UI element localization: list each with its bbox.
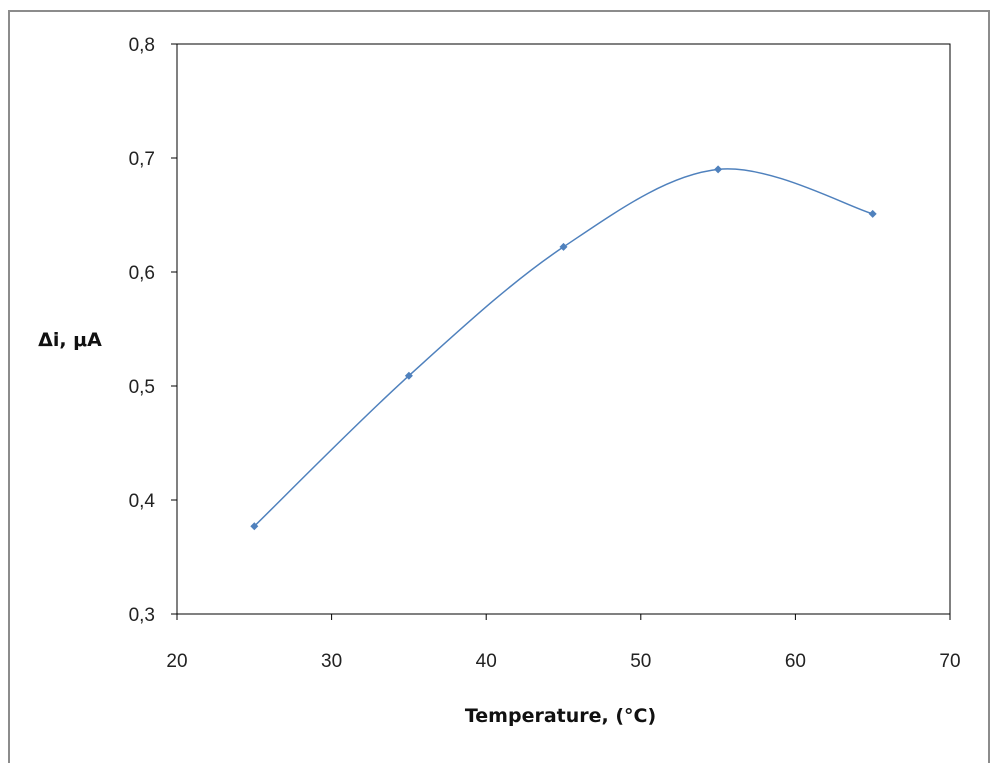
x-tick-label: 30 [321,651,342,672]
plot-border [176,43,951,615]
y-axis: 0,3 0,4 0,5 0,6 0,7 0,8 [129,35,177,626]
y-axis-title: Δi, μA [38,329,102,351]
x-tick-label: 70 [939,651,960,672]
y-tick-label: 0,8 [129,35,155,56]
data-point-marker [868,209,877,218]
x-axis-title: Temperature, (°C) [465,705,656,727]
y-tick-label: 0,5 [129,377,155,398]
data-point-marker [250,522,259,531]
x-tick-label: 60 [785,651,806,672]
y-tick-label: 0,6 [129,263,155,284]
plot-area [176,43,951,615]
series-line [253,168,873,527]
data-point-marker [714,165,723,174]
x-tick-label: 20 [166,651,187,672]
x-axis: 20 30 40 50 60 70 [166,614,961,672]
y-tick-label: 0,7 [129,149,155,170]
x-tick-label: 40 [476,651,497,672]
data-point-marker [404,371,413,380]
data-point-marker [559,242,568,251]
series-markers [250,165,877,531]
x-tick-label: 50 [630,651,651,672]
y-tick-label: 0,3 [129,605,155,626]
y-tick-label: 0,4 [129,491,156,512]
